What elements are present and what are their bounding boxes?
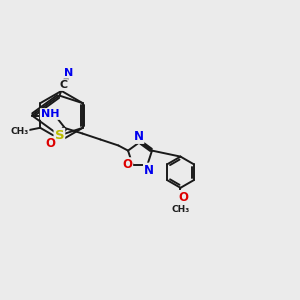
Text: NH: NH [41, 109, 59, 119]
Text: O: O [178, 191, 188, 204]
Text: CH₃: CH₃ [11, 127, 29, 136]
Text: O: O [122, 158, 132, 171]
Text: CH₃: CH₃ [172, 205, 190, 214]
Text: S: S [55, 129, 64, 142]
Text: O: O [45, 137, 55, 150]
Text: N: N [144, 164, 154, 177]
Text: N: N [134, 130, 143, 143]
Text: C: C [60, 80, 68, 90]
Text: N: N [64, 68, 73, 78]
